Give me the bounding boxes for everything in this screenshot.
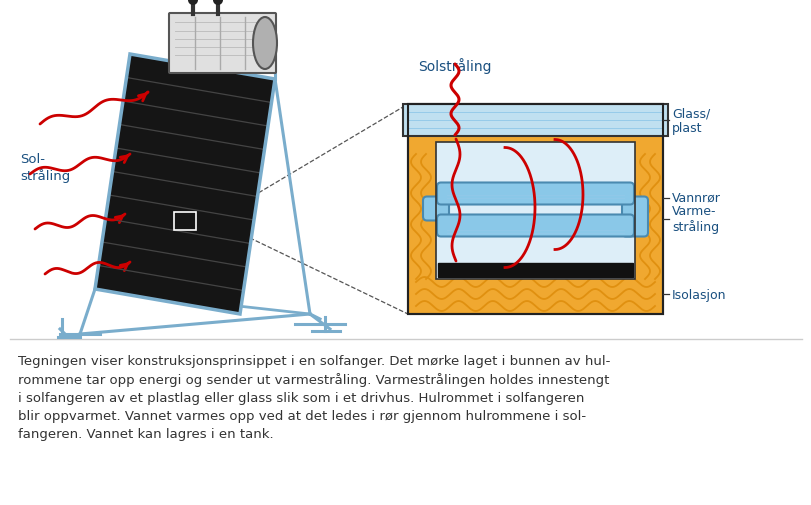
Bar bbox=[436, 143, 634, 279]
Bar bbox=[407, 105, 663, 315]
Text: Vannrør: Vannrør bbox=[672, 191, 720, 205]
Bar bbox=[402, 105, 667, 137]
FancyBboxPatch shape bbox=[423, 197, 448, 221]
Bar bbox=[436, 143, 634, 279]
Circle shape bbox=[188, 0, 198, 6]
Text: Tegningen viser konstruksjonsprinsippet i en solfanger. Det mørke laget i bunnen: Tegningen viser konstruksjonsprinsippet … bbox=[18, 355, 610, 440]
Text: Varme-
stråling: Varme- stråling bbox=[672, 205, 719, 234]
FancyBboxPatch shape bbox=[436, 183, 633, 205]
Text: Glass/
plast: Glass/ plast bbox=[672, 107, 710, 135]
Bar bbox=[174, 213, 195, 231]
FancyBboxPatch shape bbox=[621, 197, 647, 237]
Bar bbox=[407, 105, 663, 315]
Text: Sol-
stråling: Sol- stråling bbox=[20, 153, 71, 182]
FancyBboxPatch shape bbox=[436, 215, 633, 237]
Ellipse shape bbox=[253, 18, 277, 70]
Text: Isolasjon: Isolasjon bbox=[672, 288, 726, 301]
FancyBboxPatch shape bbox=[169, 14, 276, 74]
Circle shape bbox=[212, 0, 223, 6]
Text: Solstråling: Solstråling bbox=[418, 58, 491, 74]
Bar bbox=[437, 264, 633, 277]
Polygon shape bbox=[95, 55, 275, 315]
